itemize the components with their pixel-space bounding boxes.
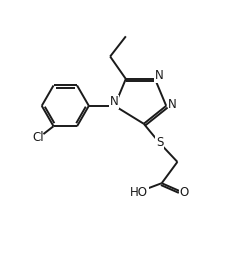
Text: O: O — [180, 186, 189, 199]
Text: Cl: Cl — [33, 131, 44, 144]
Text: S: S — [156, 136, 163, 149]
Text: N: N — [168, 98, 177, 111]
Text: N: N — [155, 69, 163, 82]
Text: N: N — [110, 95, 119, 108]
Text: HO: HO — [130, 186, 148, 199]
